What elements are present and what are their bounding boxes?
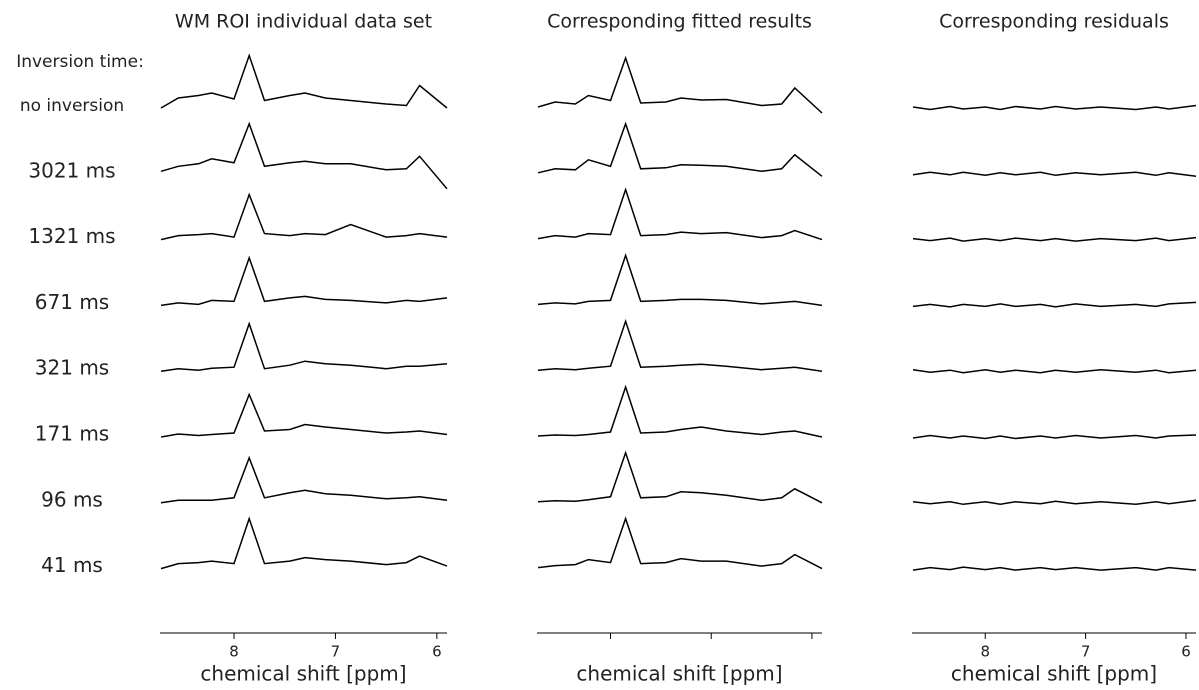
spectrum-line <box>537 55 823 114</box>
spectrum-line <box>160 53 448 109</box>
row-label: 321 ms <box>35 356 109 380</box>
row-label: 171 ms <box>35 422 109 446</box>
x-tick-label: 6 <box>1181 643 1191 661</box>
spectrum-line <box>537 516 823 570</box>
row-label: 41 ms <box>41 553 103 577</box>
spectrum-line <box>912 104 1197 111</box>
spectrum-line <box>912 434 1197 440</box>
panel-title: Corresponding residuals <box>939 11 1169 33</box>
x-tick-label: 6 <box>432 643 442 661</box>
spectrum-line <box>160 516 448 570</box>
spectrum-line <box>537 384 823 438</box>
row-label: 1321 ms <box>28 224 115 248</box>
row-label: no inversion <box>20 96 124 116</box>
spectrum-line <box>160 121 448 190</box>
row-label: 671 ms <box>35 290 109 314</box>
x-axis-label: chemical shift [ppm] <box>200 662 406 686</box>
spectrum-line <box>912 236 1197 242</box>
spectrum-line <box>160 321 448 372</box>
spectrum-line <box>160 192 448 241</box>
x-tick-label: 8 <box>980 643 990 661</box>
x-tick-label: 7 <box>1081 643 1091 661</box>
x-axis-label: chemical shift [ppm] <box>951 662 1157 686</box>
spectrum-line <box>912 171 1197 178</box>
x-axis-label: chemical shift [ppm] <box>576 662 782 686</box>
row-label: 3021 ms <box>28 158 115 182</box>
spectrum-line <box>537 121 823 177</box>
spectrum-line <box>537 450 823 504</box>
spectrum-line <box>537 318 823 372</box>
row-header: Inversion time: <box>16 52 144 72</box>
spectrum-line <box>912 566 1197 571</box>
spectrum-line <box>912 499 1197 506</box>
spectrum-line <box>160 455 448 504</box>
spectrum-line <box>537 253 823 307</box>
spectrum-line <box>912 301 1197 308</box>
spectrum-line <box>160 255 448 307</box>
spectrum-line <box>537 187 823 241</box>
panel-title: WM ROI individual data set <box>175 11 432 33</box>
panel-title: Corresponding fitted results <box>547 11 812 33</box>
x-tick-label: 8 <box>229 643 239 661</box>
row-label: 96 ms <box>41 487 103 511</box>
spectrum-line <box>912 368 1197 374</box>
x-tick-label: 7 <box>331 643 341 661</box>
spectrum-line <box>160 392 448 438</box>
